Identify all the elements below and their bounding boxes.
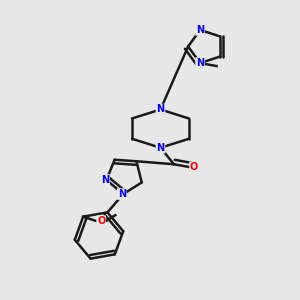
- Text: N: N: [118, 189, 126, 199]
- Text: O: O: [190, 162, 198, 172]
- Text: N: N: [156, 104, 165, 115]
- Text: N: N: [101, 175, 109, 185]
- Text: N: N: [196, 58, 204, 68]
- Text: O: O: [97, 216, 105, 226]
- Text: N: N: [156, 143, 165, 153]
- Text: N: N: [196, 25, 204, 35]
